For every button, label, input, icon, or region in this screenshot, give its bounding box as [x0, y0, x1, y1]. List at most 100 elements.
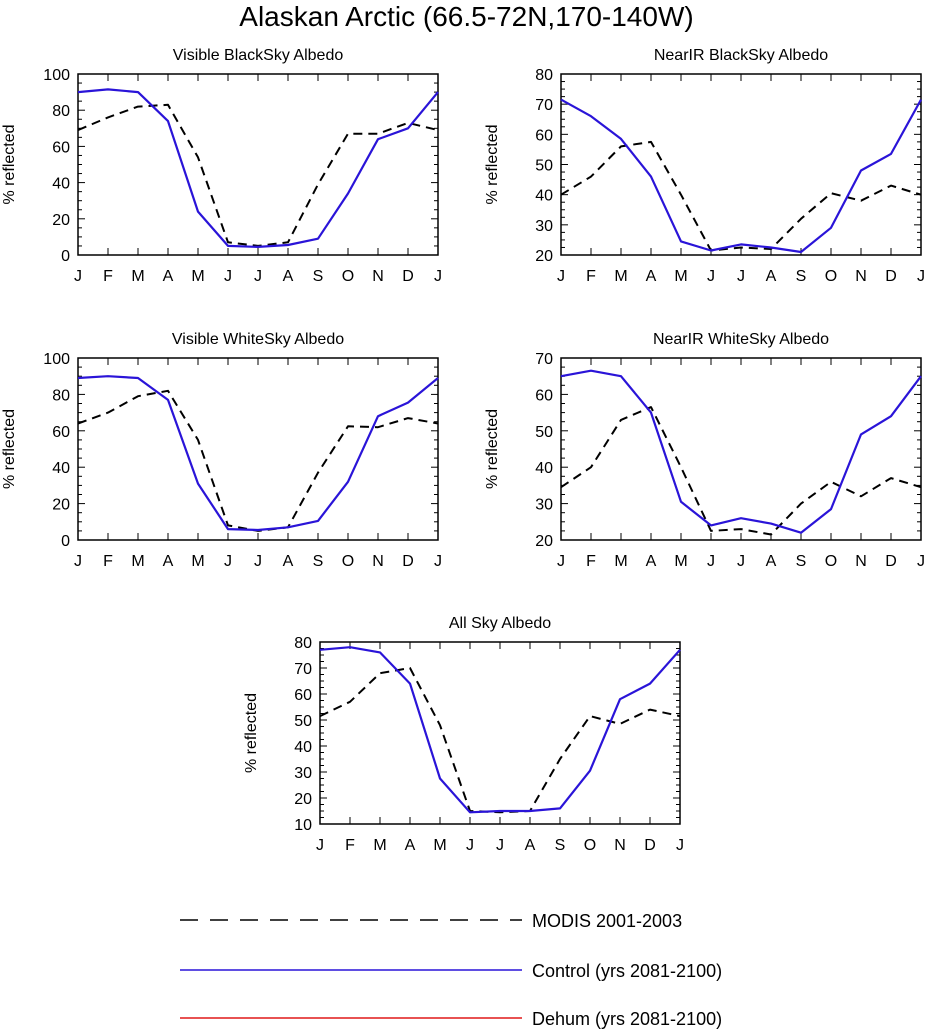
- chart-panel-3: Visible WhiteSky Albedo % reflected 0 20 40 6…: [1, 331, 442, 570]
- x-tick-label: D: [885, 553, 897, 570]
- chart-panel-4: NearIR WhiteSky Albedo % reflected 20 30 40 5…: [484, 331, 925, 570]
- x-tick-label: A: [163, 268, 174, 285]
- x-tick-label: A: [283, 553, 294, 570]
- y-tick-label: 40: [52, 460, 70, 477]
- y-tick-label: 30: [535, 497, 553, 514]
- plot-frame: [77, 357, 439, 541]
- y-axis-label: % reflected: [484, 409, 501, 489]
- y-tick-label: 70: [294, 661, 312, 678]
- x-tick-label: N: [372, 553, 384, 570]
- y-tick-label: 40: [535, 188, 553, 205]
- x-tick-label: M: [373, 837, 386, 854]
- y-tick-label: 60: [535, 127, 553, 144]
- legend-label-dehum: Dehum (yrs 2081-2100): [532, 1009, 722, 1029]
- chart-title: Visible BlackSky Albedo: [173, 47, 344, 64]
- x-tick-label: O: [584, 837, 596, 854]
- x-tick-label: J: [466, 837, 474, 854]
- x-tick-label: J: [557, 553, 565, 570]
- x-tick-label: D: [885, 268, 897, 285]
- x-tick-label: J: [557, 268, 565, 285]
- x-tick-label: M: [674, 553, 687, 570]
- x-tick-label: J: [74, 268, 82, 285]
- y-tick-label: 40: [52, 176, 70, 193]
- y-tick-label: 60: [294, 687, 312, 704]
- x-tick-label: A: [163, 553, 174, 570]
- y-axis-label: % reflected: [1, 124, 18, 204]
- x-tick-label: O: [825, 268, 837, 285]
- legend: MODIS 2001-2003 Control (yrs 2081-2100) De…: [180, 911, 722, 1029]
- x-tick-label: M: [191, 553, 204, 570]
- y-tick-label: 30: [535, 218, 553, 235]
- plot-frame: [77, 73, 439, 256]
- x-tick-label: N: [372, 268, 384, 285]
- y-axis-label: % reflected: [243, 693, 260, 773]
- y-tick-label: 80: [535, 67, 553, 84]
- x-tick-label: M: [433, 837, 446, 854]
- y-tick-label: 60: [52, 424, 70, 441]
- x-tick-label: M: [131, 268, 144, 285]
- x-tick-label: J: [737, 268, 745, 285]
- x-tick-label: M: [191, 268, 204, 285]
- x-tick-label: J: [737, 553, 745, 570]
- x-tick-label: M: [674, 268, 687, 285]
- x-tick-label: S: [313, 268, 324, 285]
- x-tick-label: S: [796, 268, 807, 285]
- y-tick-label: 30: [294, 765, 312, 782]
- series-line-modis: [319, 667, 681, 814]
- y-tick-label: 70: [535, 351, 553, 368]
- x-tick-label: J: [496, 837, 504, 854]
- y-tick-label: 80: [52, 387, 70, 404]
- legend-label-control: Control (yrs 2081-2100): [532, 961, 722, 981]
- y-tick-label: 40: [294, 739, 312, 756]
- x-tick-label: A: [283, 268, 294, 285]
- x-tick-label: J: [254, 553, 262, 570]
- chart-title: NearIR BlackSky Albedo: [654, 47, 828, 64]
- x-tick-label: S: [555, 837, 566, 854]
- series-line-modis: [560, 406, 922, 536]
- y-tick-label: 70: [535, 97, 553, 114]
- x-tick-label: J: [434, 268, 442, 285]
- y-tick-label: 20: [535, 248, 553, 265]
- x-tick-label: J: [74, 553, 82, 570]
- chart-panel-2: NearIR BlackSky Albedo % reflected 20 30 40 5…: [484, 47, 925, 285]
- series-line-control: [77, 375, 439, 532]
- chart-panel-5: All Sky Albedo % reflected 10 20 30 40 50 60 70 8…: [243, 615, 684, 854]
- plot-frame: [560, 73, 922, 256]
- series-line-control: [77, 88, 439, 248]
- x-tick-label: J: [707, 553, 715, 570]
- x-tick-label: M: [131, 553, 144, 570]
- chart-title: All Sky Albedo: [449, 615, 551, 632]
- series-line-modis: [560, 140, 922, 252]
- x-tick-label: F: [103, 553, 113, 570]
- x-tick-label: F: [586, 268, 596, 285]
- y-tick-label: 20: [535, 533, 553, 550]
- x-tick-label: J: [676, 837, 684, 854]
- figure-title: Alaskan Arctic (66.5-72N,170-140W): [239, 1, 694, 32]
- x-tick-label: S: [313, 553, 324, 570]
- x-tick-label: A: [646, 268, 657, 285]
- plot-frame: [560, 357, 922, 541]
- y-tick-label: 100: [43, 67, 70, 84]
- x-tick-label: J: [224, 268, 232, 285]
- x-tick-label: N: [855, 268, 867, 285]
- x-tick-label: A: [766, 553, 777, 570]
- x-tick-label: N: [855, 553, 867, 570]
- x-tick-label: F: [345, 837, 355, 854]
- y-tick-label: 10: [294, 817, 312, 834]
- x-tick-label: O: [342, 553, 354, 570]
- x-tick-label: J: [917, 553, 925, 570]
- x-tick-label: S: [796, 553, 807, 570]
- y-tick-label: 50: [294, 713, 312, 730]
- series-line-modis: [77, 103, 439, 247]
- y-tick-label: 100: [43, 351, 70, 368]
- x-tick-label: A: [525, 837, 536, 854]
- y-tick-label: 60: [535, 387, 553, 404]
- chart-panel-1: Visible BlackSky Albedo % reflected 0 20 40 6…: [1, 47, 442, 285]
- y-tick-label: 0: [61, 533, 70, 550]
- x-tick-label: D: [402, 553, 414, 570]
- x-tick-label: D: [644, 837, 656, 854]
- series-line-control: [560, 369, 922, 534]
- legend-label-modis: MODIS 2001-2003: [532, 911, 682, 931]
- x-tick-label: F: [586, 553, 596, 570]
- y-tick-label: 60: [52, 139, 70, 156]
